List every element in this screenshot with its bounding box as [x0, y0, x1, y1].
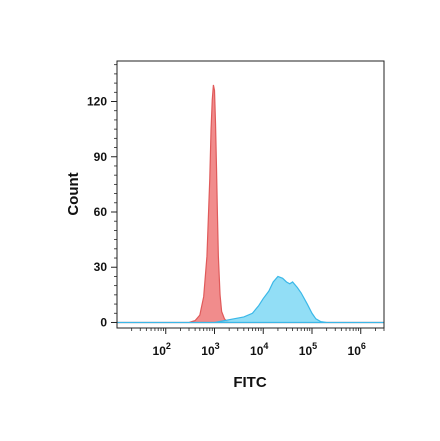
- y-tick-label: 60: [94, 205, 108, 219]
- x-tick-label: 105: [299, 341, 317, 358]
- y-tick-label: 120: [87, 95, 107, 109]
- x-tick-label: 102: [153, 341, 171, 358]
- x-axis-title: FITC: [233, 374, 266, 391]
- y-axis-title: Count: [65, 172, 82, 215]
- x-tick-label: 103: [201, 341, 219, 358]
- histogram-series-2: [117, 275, 384, 324]
- y-tick-label: 30: [94, 260, 108, 274]
- x-tick-label: 106: [348, 341, 366, 358]
- histogram-series-1: [117, 84, 384, 324]
- y-tick-label: 0: [100, 315, 107, 329]
- y-tick-label: 90: [94, 150, 108, 164]
- x-tick-label: 104: [250, 341, 268, 358]
- axis-layer: 0 30 60 90 120 102 103 104 105 106: [87, 64, 385, 358]
- plot-frame: [116, 60, 385, 329]
- series-layer: [117, 84, 384, 324]
